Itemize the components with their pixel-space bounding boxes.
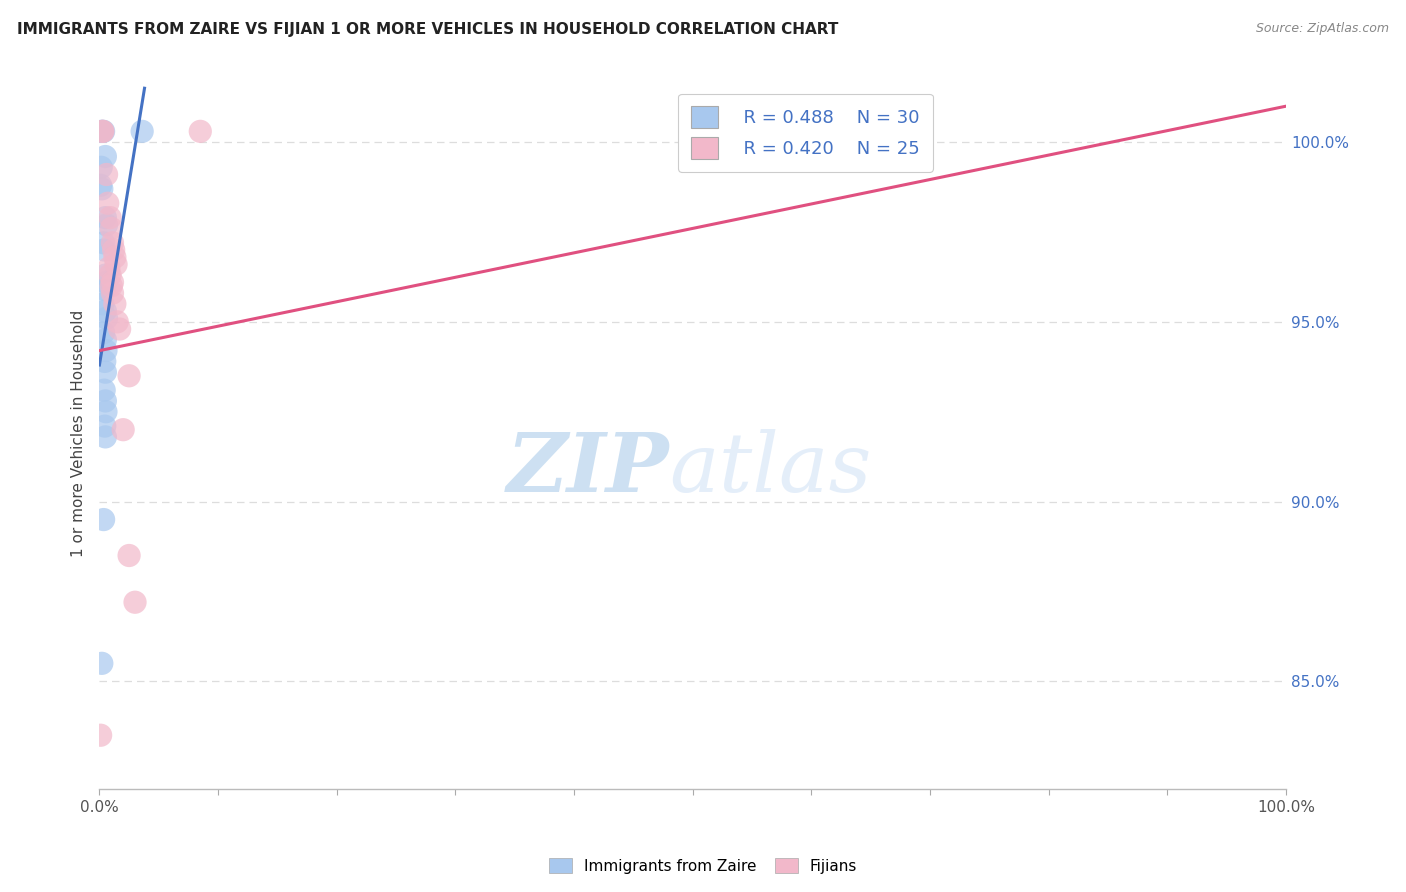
Legend:   R = 0.488    N = 30,   R = 0.420    N = 25: R = 0.488 N = 30, R = 0.420 N = 25	[678, 94, 932, 172]
Point	[105, 257, 128, 271]
Point	[91, 124, 114, 138]
Point	[96, 218, 118, 232]
Text: atlas: atlas	[669, 429, 872, 508]
Point	[94, 333, 117, 347]
Point	[98, 268, 121, 282]
Point	[800, 124, 823, 138]
Point	[94, 276, 117, 290]
Point	[94, 393, 117, 408]
Y-axis label: 1 or more Vehicles in Household: 1 or more Vehicles in Household	[72, 310, 86, 557]
Point	[100, 221, 122, 235]
Point	[94, 419, 117, 434]
Point	[118, 549, 141, 563]
Point	[94, 283, 117, 297]
Point	[101, 286, 124, 301]
Point	[94, 304, 117, 318]
Point	[97, 260, 120, 275]
Text: IMMIGRANTS FROM ZAIRE VS FIJIAN 1 OR MORE VEHICLES IN HOUSEHOLD CORRELATION CHAR: IMMIGRANTS FROM ZAIRE VS FIJIAN 1 OR MOR…	[17, 22, 838, 37]
Point	[94, 211, 117, 225]
Legend: Immigrants from Zaire, Fijians: Immigrants from Zaire, Fijians	[543, 852, 863, 880]
Point	[103, 243, 125, 257]
Point	[104, 250, 127, 264]
Point	[94, 365, 117, 379]
Point	[93, 326, 115, 340]
Point	[94, 354, 117, 368]
Point	[118, 368, 141, 383]
Point	[96, 311, 118, 326]
Point	[94, 268, 117, 282]
Point	[91, 124, 114, 138]
Point	[101, 276, 124, 290]
Point	[93, 124, 115, 138]
Point	[90, 178, 112, 193]
Text: Source: ZipAtlas.com: Source: ZipAtlas.com	[1256, 22, 1389, 36]
Point	[90, 124, 112, 138]
Point	[112, 423, 135, 437]
Point	[94, 405, 117, 419]
Point	[94, 149, 117, 163]
Point	[93, 383, 115, 397]
Point	[91, 297, 114, 311]
Point	[97, 196, 120, 211]
Point	[91, 124, 114, 138]
Point	[98, 211, 121, 225]
Point	[104, 297, 127, 311]
Point	[90, 657, 112, 671]
Text: ZIP: ZIP	[506, 429, 669, 508]
Point	[108, 322, 131, 336]
Point	[93, 243, 115, 257]
Point	[188, 124, 211, 138]
Point	[101, 235, 124, 250]
Point	[105, 315, 128, 329]
Point	[94, 430, 117, 444]
Point	[94, 343, 117, 358]
Point	[131, 124, 153, 138]
Point	[90, 728, 112, 742]
Point	[100, 279, 122, 293]
Point	[93, 512, 115, 526]
Point	[93, 235, 115, 250]
Point	[90, 182, 112, 196]
Point	[90, 161, 112, 175]
Point	[96, 168, 118, 182]
Point	[124, 595, 146, 609]
